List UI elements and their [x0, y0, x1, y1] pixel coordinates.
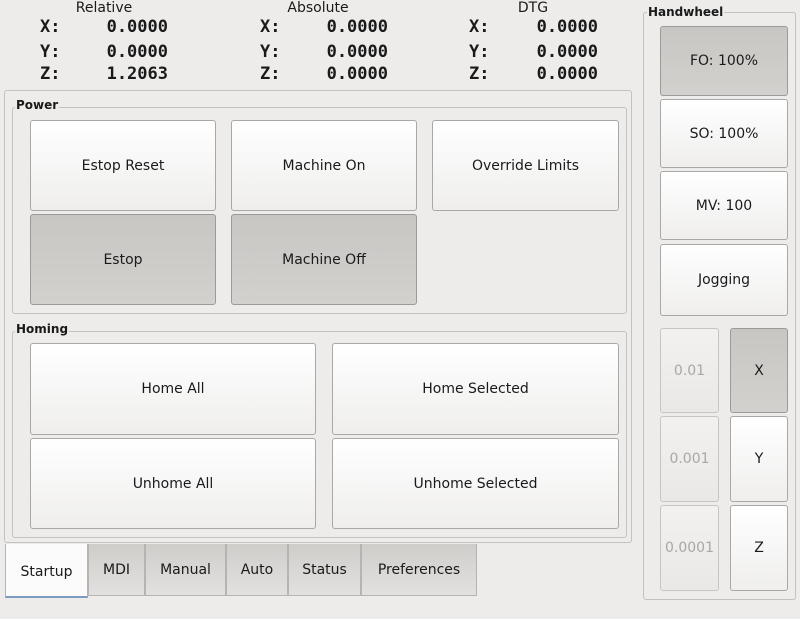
rel-y-value: 0.0000: [106, 42, 168, 62]
dtg-x-label: X:: [469, 17, 490, 37]
homing-title: Homing: [15, 322, 70, 336]
tab-pane: [4, 90, 632, 543]
unhome-selected-button[interactable]: Unhome Selected: [332, 438, 619, 529]
rel-z-label: Z:: [40, 64, 61, 84]
jogging-button[interactable]: Jogging: [660, 244, 788, 316]
absolute-header: Absolute: [287, 0, 349, 16]
machine-off-button[interactable]: Machine Off: [231, 214, 417, 305]
dtg-y-value: 0.0000: [536, 42, 598, 62]
feed-override-button[interactable]: FO: 100%: [660, 26, 788, 96]
axis-z-button[interactable]: Z: [730, 505, 788, 591]
dtg-z-value: 0.0000: [536, 64, 598, 84]
tab-mdi[interactable]: MDI: [88, 544, 145, 596]
tab-manual[interactable]: Manual: [145, 544, 226, 596]
home-selected-button[interactable]: Home Selected: [332, 343, 619, 435]
override-limits-button[interactable]: Override Limits: [432, 120, 619, 211]
abs-x-value: 0.0000: [326, 17, 388, 37]
homing-group: [12, 331, 627, 538]
dtg-z-label: Z:: [469, 64, 490, 84]
estop-button[interactable]: Estop: [30, 214, 216, 305]
rel-z-value: 1.2063: [106, 64, 168, 84]
dtg-header: DTG: [517, 0, 549, 16]
home-all-button[interactable]: Home All: [30, 343, 316, 435]
dtg-x-value: 0.0000: [536, 17, 598, 37]
relative-header: Relative: [75, 0, 133, 16]
dtg-y-label: Y:: [469, 42, 490, 62]
abs-y-value: 0.0000: [326, 42, 388, 62]
unhome-all-button[interactable]: Unhome All: [30, 438, 316, 529]
abs-x-label: X:: [260, 17, 281, 37]
increment-0-01-button[interactable]: 0.01: [660, 328, 719, 413]
axis-y-button[interactable]: Y: [730, 416, 788, 502]
abs-y-label: Y:: [260, 42, 281, 62]
rel-y-label: Y:: [40, 42, 61, 62]
power-group: [12, 107, 627, 314]
increment-0-0001-button[interactable]: 0.0001: [660, 505, 719, 591]
power-title: Power: [15, 98, 60, 112]
tab-status[interactable]: Status: [288, 544, 361, 596]
tab-auto[interactable]: Auto: [226, 544, 288, 596]
increment-0-001-button[interactable]: 0.001: [660, 416, 719, 502]
rel-x-label: X:: [40, 17, 61, 37]
axis-x-button[interactable]: X: [730, 328, 788, 413]
estop-reset-button[interactable]: Estop Reset: [30, 120, 216, 211]
max-velocity-button[interactable]: MV: 100: [660, 171, 788, 240]
machine-on-button[interactable]: Machine On: [231, 120, 417, 211]
handwheel-title: Handwheel: [647, 5, 725, 19]
tab-startup[interactable]: Startup: [5, 544, 88, 598]
abs-z-label: Z:: [260, 64, 281, 84]
rel-x-value: 0.0000: [106, 17, 168, 37]
spindle-override-button[interactable]: SO: 100%: [660, 99, 788, 168]
tab-preferences[interactable]: Preferences: [361, 544, 477, 596]
abs-z-value: 0.0000: [326, 64, 388, 84]
